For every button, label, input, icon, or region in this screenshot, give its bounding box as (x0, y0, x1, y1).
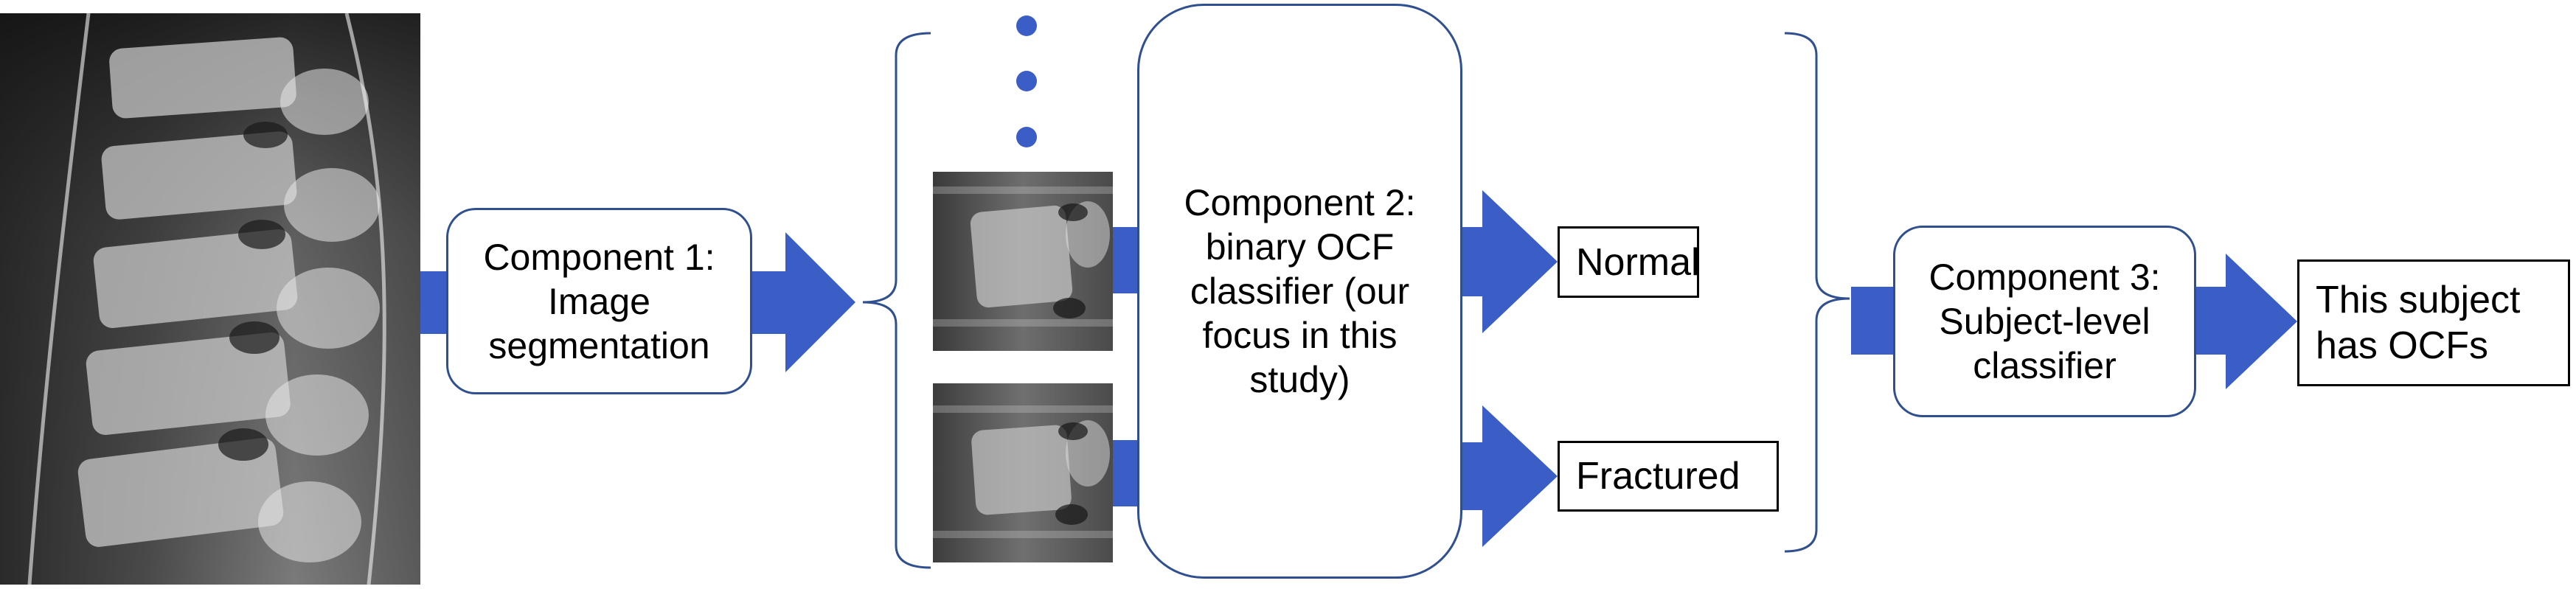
block-arrow-icon (1113, 440, 1137, 506)
component1-box: Component 1: Image segmentation (446, 208, 752, 394)
normal-label: Normal (1576, 240, 1700, 284)
block-arrow-icon (1851, 287, 1893, 355)
fractured-output-box: Fractured (1558, 441, 1779, 512)
fractured-label: Fractured (1576, 455, 1740, 498)
vertebra-crop-image (933, 172, 1113, 351)
spine-xray-image (0, 13, 420, 585)
subject-result-box: This subject has OCFs (2297, 259, 2570, 386)
component2-box: Component 2: binary OCF classifier (our … (1137, 4, 1462, 579)
ellipsis-dots-icon (1016, 71, 1037, 91)
block-arrow-icon (1462, 190, 1558, 333)
subject-result-label: This subject has OCFs (2316, 279, 2521, 367)
block-arrow-icon (2196, 254, 2297, 389)
block-arrow-icon (752, 232, 855, 372)
block-arrow-icon (1113, 227, 1137, 293)
ellipsis-dots-icon (1016, 15, 1037, 36)
ellipsis-dots-icon (1016, 127, 1037, 147)
curly-brace-icon (1784, 32, 1850, 553)
vertebra-crop-image (933, 383, 1113, 562)
component1-label: Component 1: Image segmentation (483, 236, 715, 366)
curly-brace-icon (862, 32, 931, 569)
normal-output-box: Normal (1558, 226, 1700, 298)
component2-label: Component 2: binary OCF classifier (our … (1184, 182, 1416, 400)
block-arrow-icon (420, 271, 446, 334)
component3-box: Component 3: Subject-level classifier (1893, 226, 2196, 417)
component3-label: Component 3: Subject-level classifier (1928, 257, 2161, 386)
block-arrow-icon (1462, 405, 1558, 547)
